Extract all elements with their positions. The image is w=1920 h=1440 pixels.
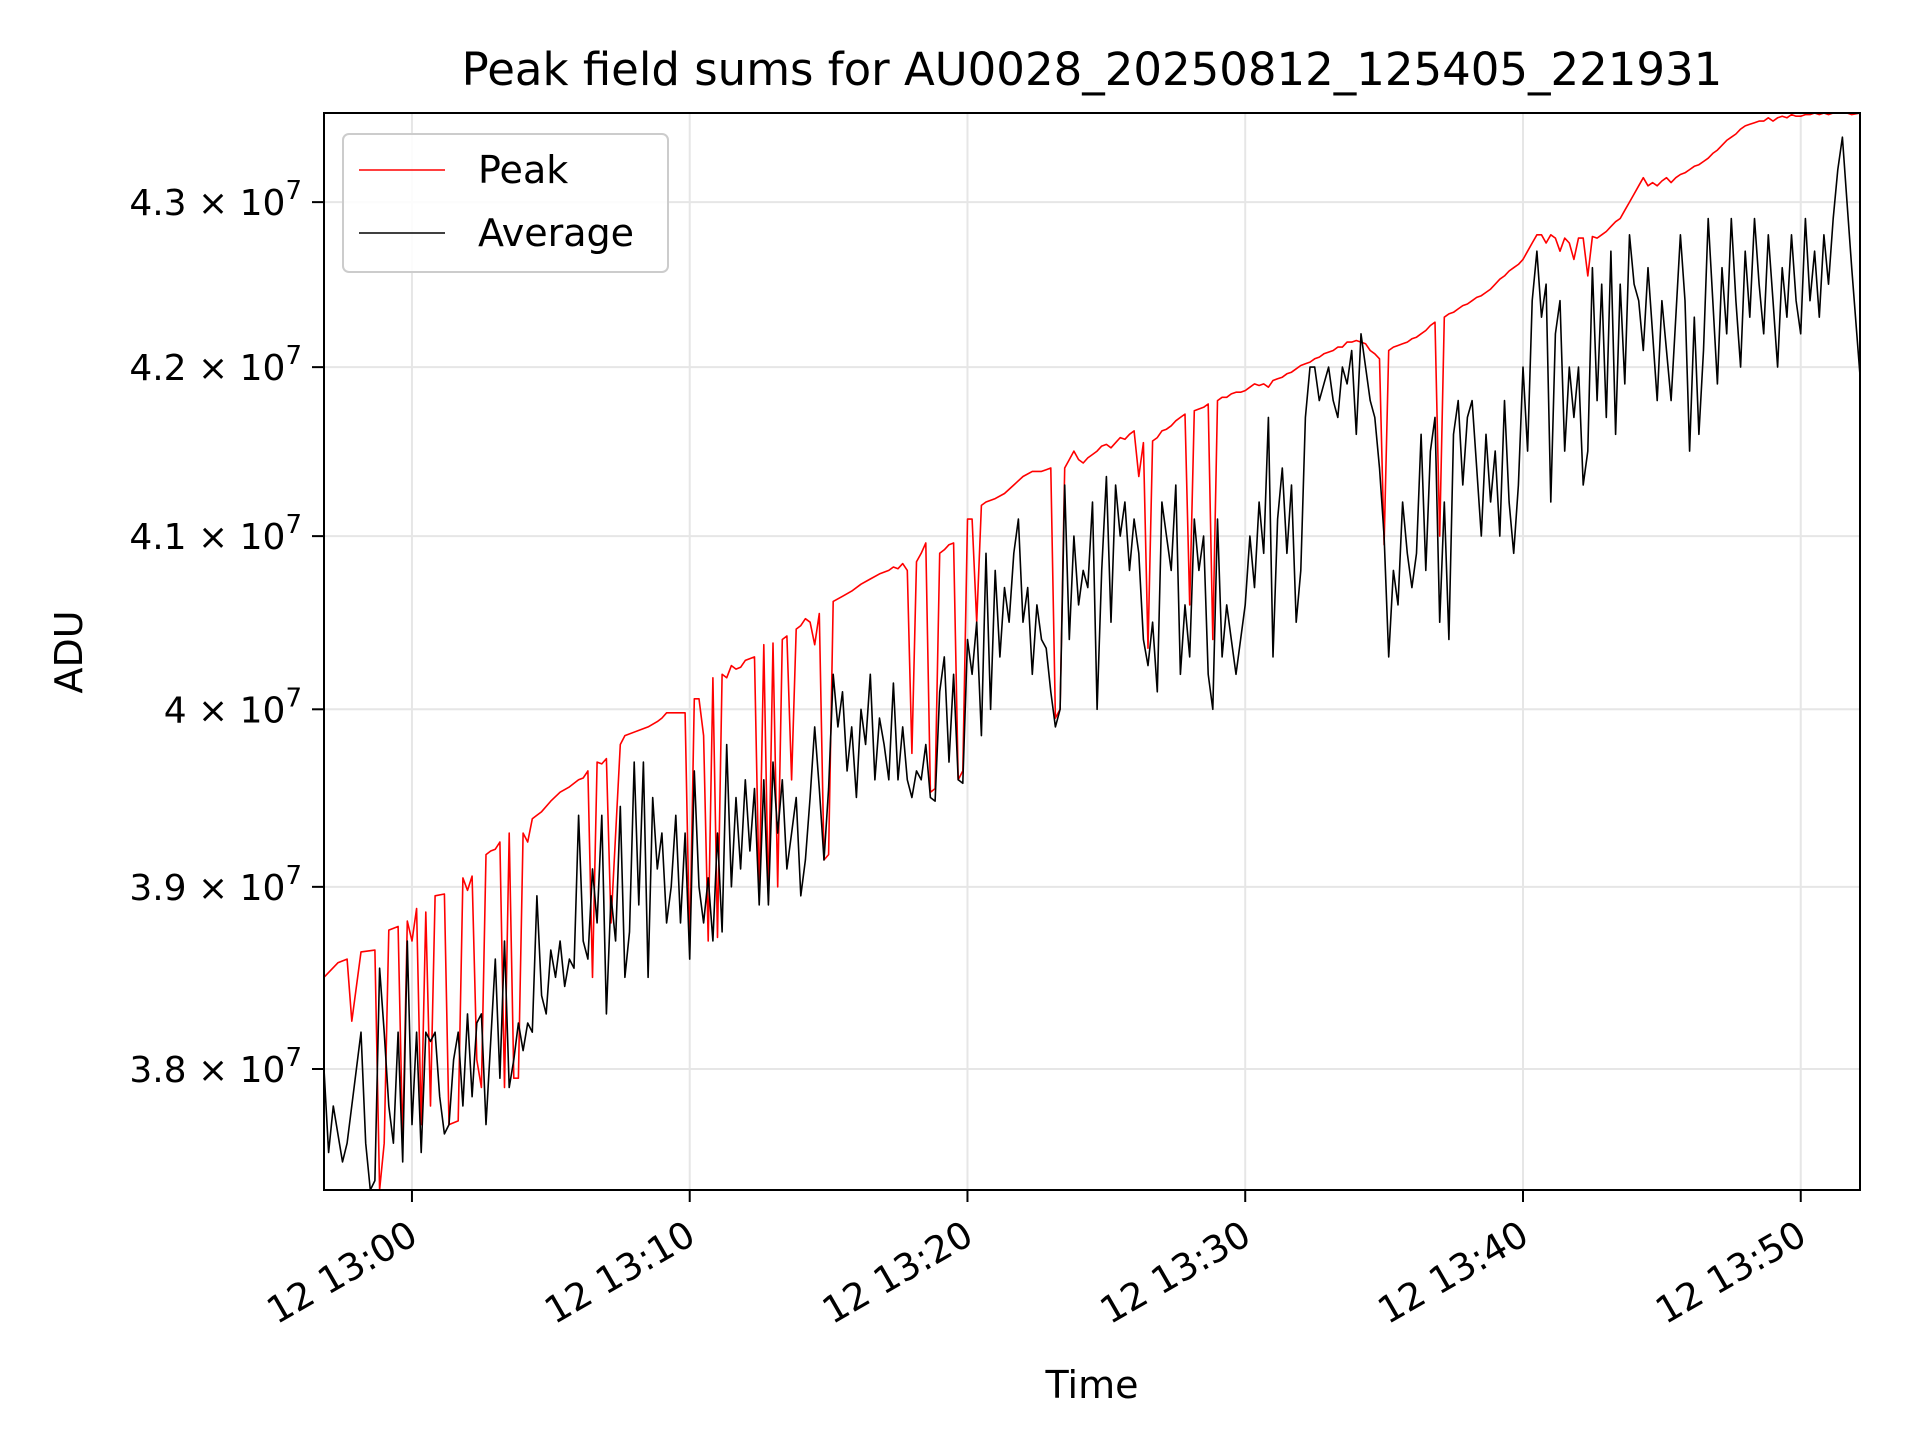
y-tick-label: 4.2 × 107 <box>129 341 302 389</box>
legend: Peak Average <box>342 133 669 273</box>
series-line-peak <box>324 113 1860 1190</box>
legend-box <box>342 133 669 273</box>
y-tick-label: 3.8 × 107 <box>129 1043 302 1091</box>
x-axis-label: Time <box>1045 1363 1139 1407</box>
plot-frame <box>323 112 1861 1191</box>
y-axis-ticks: 3.8 × 107 3.9 × 107 4 × 107 4.1 × 107 4.2 × … <box>129 176 324 1091</box>
y-tick-label: 3.9 × 107 <box>129 861 302 909</box>
y-axis-label: ADU <box>47 610 91 693</box>
chart-title: Peak field sums for AU0028_20250812_1254… <box>462 43 1723 96</box>
legend-label-peak: Peak <box>478 148 568 192</box>
legend-label-average: Average <box>478 211 634 255</box>
y-tick-label: 4.3 × 107 <box>129 176 302 224</box>
y-tick-label: 4.1 × 107 <box>129 510 302 558</box>
series-line-average <box>324 136 1860 1190</box>
y-tick-label: 4 × 107 <box>164 683 302 731</box>
series-layer <box>324 113 1860 1190</box>
